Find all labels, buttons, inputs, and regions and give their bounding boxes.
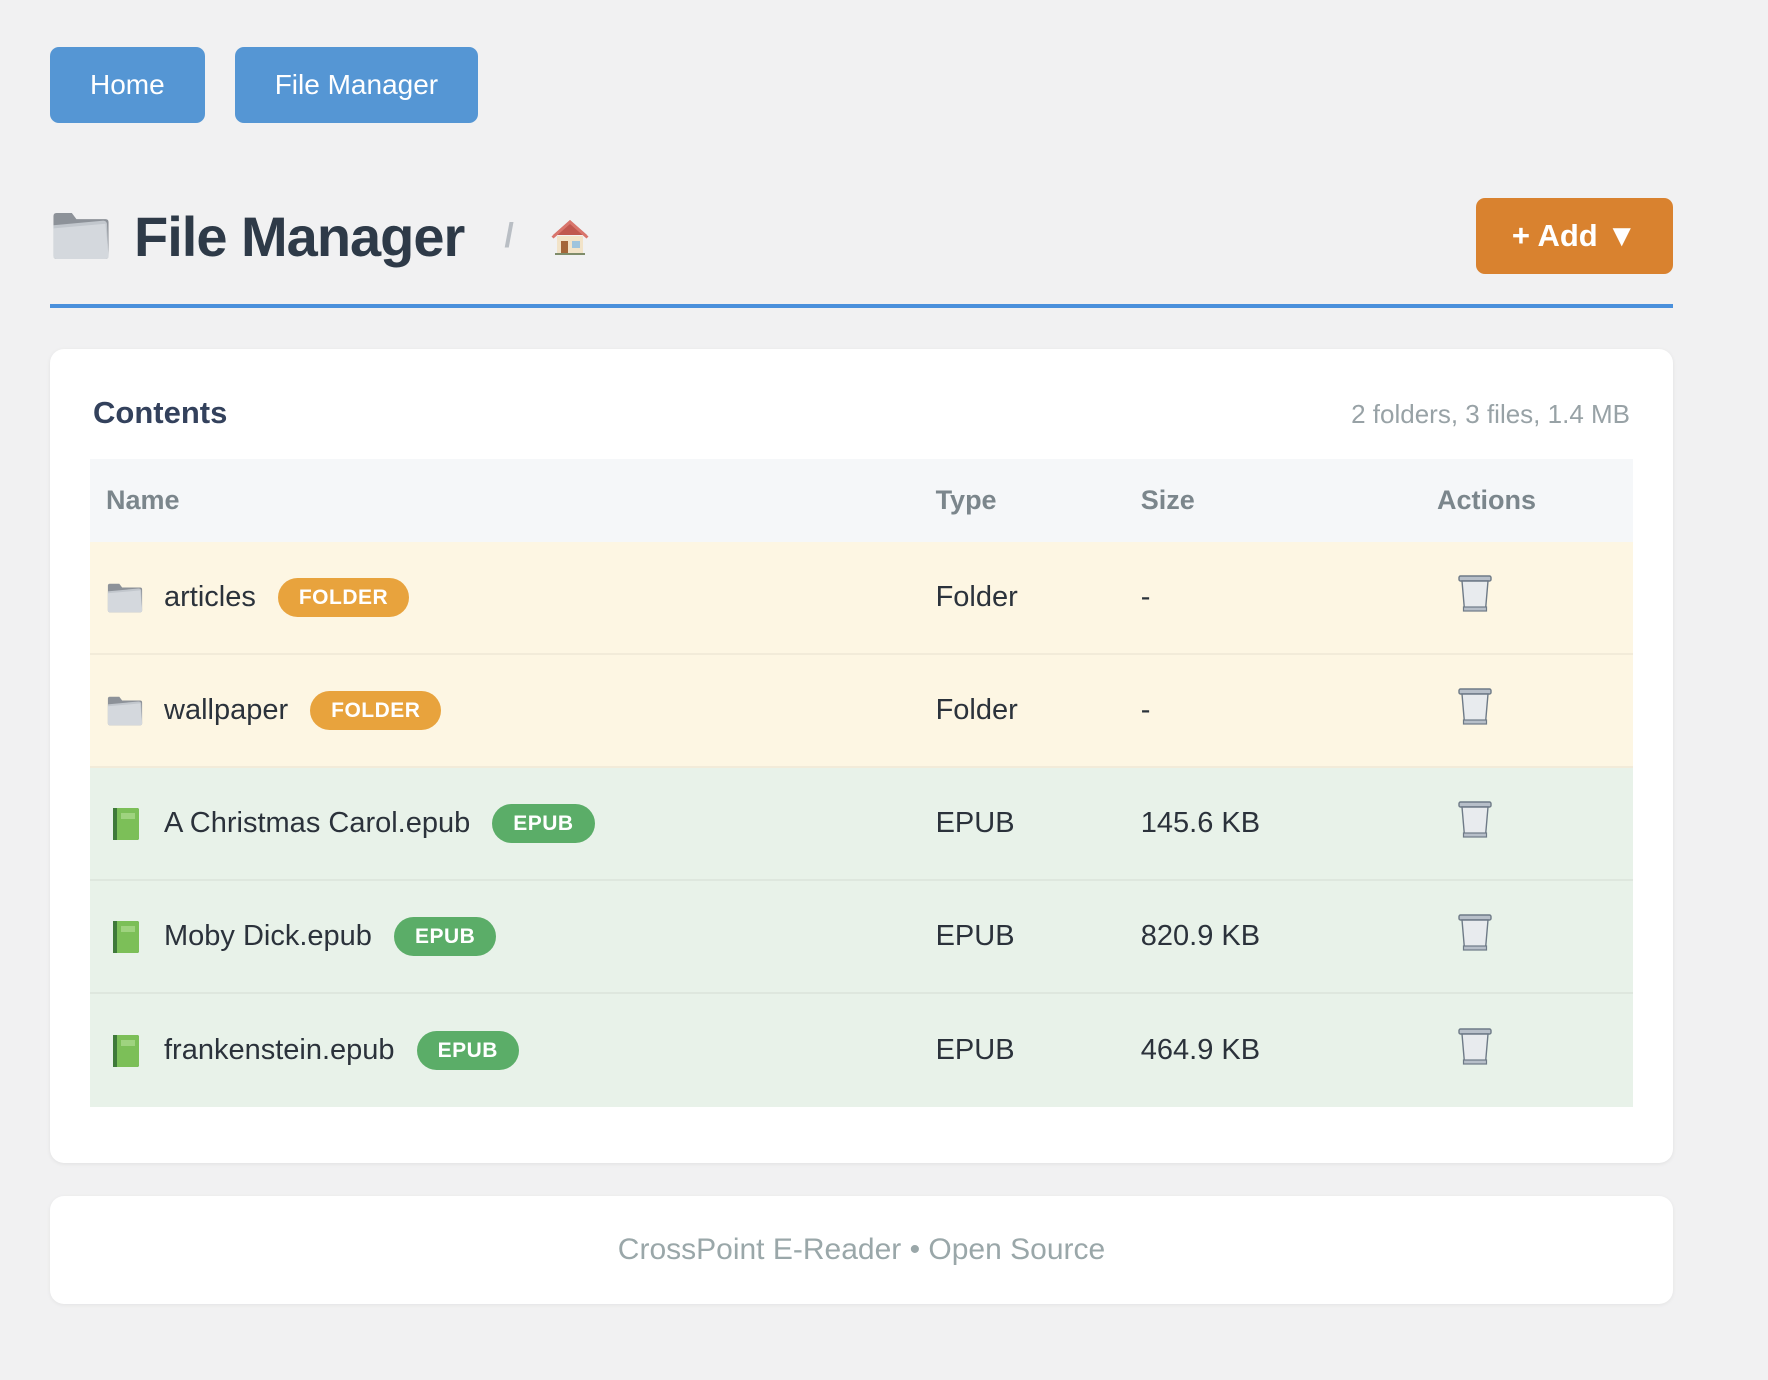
table-row[interactable]: frankenstein.epub EPUB EPUB 464.9 KB bbox=[90, 994, 1633, 1107]
file-name-cell[interactable]: articles FOLDER bbox=[90, 578, 936, 617]
file-actions-cell bbox=[1437, 800, 1633, 848]
footer-text: CrossPoint E-Reader • Open Source bbox=[617, 1233, 1106, 1266]
file-actions-cell bbox=[1437, 687, 1633, 735]
delete-button[interactable] bbox=[1457, 800, 1493, 840]
home-nav-button[interactable]: Home bbox=[50, 47, 205, 123]
contents-summary: 2 folders, 3 files, 1.4 MB bbox=[1351, 399, 1630, 429]
title-group: File Manager / bbox=[50, 204, 1476, 269]
file-name[interactable]: Moby Dick.epub bbox=[164, 920, 372, 952]
file-size: 820.9 KB bbox=[1140, 920, 1261, 952]
file-type: EPUB bbox=[935, 807, 1015, 839]
table-row[interactable]: A Christmas Carol.epub EPUB EPUB 145.6 K… bbox=[90, 768, 1633, 881]
file-name-cell[interactable]: frankenstein.epub EPUB bbox=[90, 1031, 936, 1070]
contents-title: Contents bbox=[93, 395, 228, 430]
book-icon bbox=[106, 1034, 144, 1068]
table-row[interactable]: wallpaper FOLDER Folder - bbox=[90, 655, 1633, 768]
delete-button[interactable] bbox=[1457, 1027, 1493, 1067]
home-icon[interactable] bbox=[550, 217, 590, 255]
file-manager-nav-button[interactable]: File Manager bbox=[234, 47, 479, 123]
file-type: EPUB bbox=[935, 1034, 1015, 1066]
file-size: - bbox=[1140, 581, 1151, 613]
column-header-size: Size bbox=[1140, 485, 1195, 515]
file-table: Name Type Size Actions articles FOLDER F… bbox=[90, 459, 1633, 1107]
file-name[interactable]: articles bbox=[164, 581, 256, 613]
file-type: Folder bbox=[935, 694, 1018, 726]
footer: CrossPoint E-Reader • Open Source bbox=[50, 1196, 1673, 1304]
file-size: 464.9 KB bbox=[1140, 1034, 1261, 1066]
file-actions-cell bbox=[1437, 913, 1633, 961]
table-row[interactable]: Moby Dick.epub EPUB EPUB 820.9 KB bbox=[90, 881, 1633, 994]
file-type-badge: EPUB bbox=[492, 804, 595, 843]
folder-icon bbox=[106, 694, 144, 728]
column-header-name: Name bbox=[106, 485, 180, 515]
file-type: EPUB bbox=[935, 920, 1015, 952]
file-name-cell[interactable]: A Christmas Carol.epub EPUB bbox=[90, 804, 936, 843]
file-type: Folder bbox=[935, 581, 1018, 613]
trash-icon bbox=[1457, 913, 1493, 953]
file-type-badge: EPUB bbox=[416, 1031, 519, 1070]
file-name-cell[interactable]: Moby Dick.epub EPUB bbox=[90, 917, 936, 956]
trash-icon bbox=[1457, 800, 1493, 840]
delete-button[interactable] bbox=[1457, 574, 1493, 614]
contents-card: Contents 2 folders, 3 files, 1.4 MB Name… bbox=[50, 349, 1673, 1163]
file-actions-cell bbox=[1437, 574, 1633, 622]
table-row[interactable]: articles FOLDER Folder - bbox=[90, 542, 1633, 655]
add-button[interactable]: + Add ▼ bbox=[1475, 198, 1673, 274]
breadcrumb: Home File Manager bbox=[50, 47, 1673, 123]
folder-icon bbox=[106, 581, 144, 615]
column-header-type: Type bbox=[935, 485, 997, 515]
page-header: File Manager / + Add ▼ bbox=[50, 198, 1673, 274]
table-header-row: Name Type Size Actions bbox=[90, 459, 1633, 542]
header-underline bbox=[50, 304, 1673, 308]
trash-icon bbox=[1457, 687, 1493, 727]
file-size: - bbox=[1140, 694, 1151, 726]
book-icon bbox=[106, 920, 144, 954]
file-name[interactable]: A Christmas Carol.epub bbox=[164, 807, 471, 839]
trash-icon bbox=[1457, 574, 1493, 614]
file-actions-cell bbox=[1437, 1027, 1633, 1075]
trash-icon bbox=[1457, 1027, 1493, 1067]
breadcrumb-separator: / bbox=[504, 216, 514, 255]
book-icon bbox=[106, 807, 144, 841]
file-size: 145.6 KB bbox=[1140, 807, 1261, 839]
file-manager-page: Home File Manager File Manager / + Add ▼… bbox=[50, 47, 1673, 1304]
file-name[interactable]: frankenstein.epub bbox=[164, 1034, 395, 1066]
file-name[interactable]: wallpaper bbox=[164, 694, 289, 726]
page-title: File Manager bbox=[134, 204, 465, 268]
file-type-badge: FOLDER bbox=[310, 691, 442, 730]
delete-button[interactable] bbox=[1457, 913, 1493, 953]
delete-button[interactable] bbox=[1457, 687, 1493, 727]
file-type-badge: EPUB bbox=[393, 917, 497, 956]
file-type-badge: FOLDER bbox=[277, 578, 410, 617]
file-name-cell[interactable]: wallpaper FOLDER bbox=[90, 691, 936, 730]
folder-icon bbox=[50, 210, 112, 262]
contents-card-header: Contents 2 folders, 3 files, 1.4 MB bbox=[90, 395, 1633, 431]
column-header-actions: Actions bbox=[1437, 485, 1537, 515]
